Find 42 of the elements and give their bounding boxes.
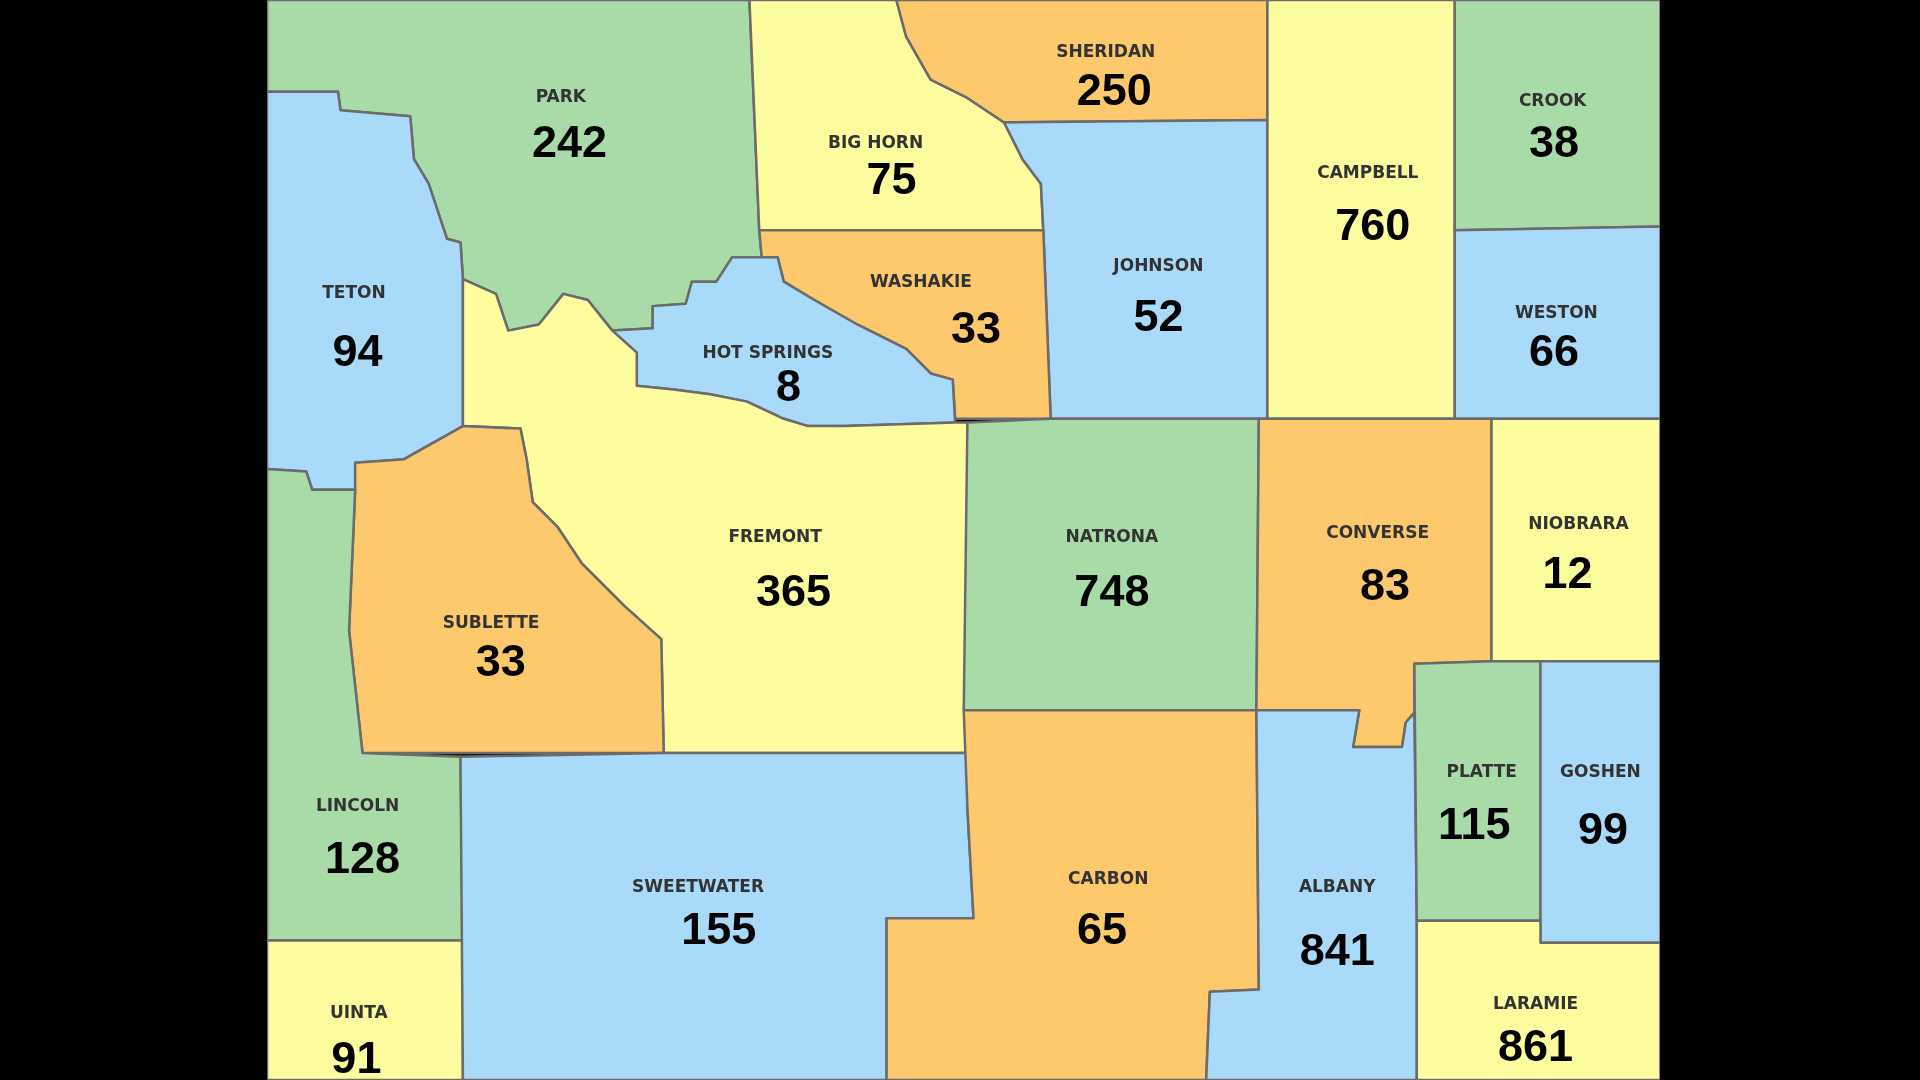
data-label: 38 (1528, 115, 1579, 167)
category-label: GOSHEN (1560, 761, 1641, 782)
data-label: 861 (1498, 1019, 1574, 1071)
category-label: WASHAKIE (869, 271, 972, 292)
category-label: CROOK (1518, 90, 1588, 111)
data-label: 66 (1528, 325, 1579, 377)
category-label: UINTA (329, 1002, 389, 1023)
category-label: NATRONA (1065, 525, 1160, 546)
data-label: 94 (332, 325, 383, 377)
data-label: 83 (1359, 559, 1410, 611)
category-label: WESTON (1514, 301, 1598, 322)
data-label: 99 (1577, 802, 1628, 854)
category-label: LINCOLN (315, 795, 400, 816)
category-label: PARK (535, 86, 587, 107)
category-label: CONVERSE (1326, 522, 1430, 543)
category-label: SHERIDAN (1056, 41, 1156, 62)
category-label: FREMONT (728, 525, 823, 546)
data-label: 242 (531, 115, 607, 167)
data-label: 760 (1335, 199, 1411, 251)
category-label: PLATTE (1446, 761, 1517, 782)
category-label: SWEETWATER (632, 876, 764, 897)
data-label: 65 (1077, 903, 1128, 955)
category-label: NIOBRARA (1528, 512, 1630, 533)
data-label: 748 (1074, 565, 1150, 617)
category-label: TETON (322, 282, 386, 303)
data-label: 841 (1299, 924, 1375, 976)
data-label: 250 (1076, 64, 1152, 116)
data-label: 365 (755, 565, 832, 617)
data-label: 91 (331, 1031, 382, 1080)
category-label: LARAMIE (1493, 992, 1579, 1013)
category-label: CARBON (1068, 867, 1149, 888)
category-label: ALBANY (1298, 876, 1377, 897)
data-label: 12 (1542, 546, 1593, 598)
data-label: 33 (950, 302, 1002, 354)
data-label: 115 (1438, 797, 1511, 849)
category-label: SUBLETTE (442, 611, 540, 632)
data-label: 155 (681, 903, 757, 955)
category-label: CAMPBELL (1317, 162, 1419, 183)
data-label: 128 (324, 832, 401, 884)
category-label: BIG HORN (827, 131, 924, 152)
data-label: 33 (475, 635, 526, 687)
data-label: 75 (866, 152, 917, 204)
